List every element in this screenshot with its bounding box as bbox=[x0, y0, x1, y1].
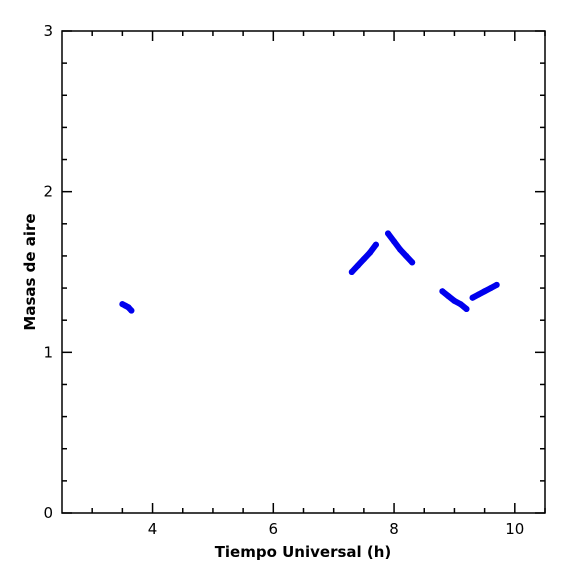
data-series bbox=[119, 230, 500, 314]
data-point bbox=[385, 230, 392, 237]
data-point bbox=[451, 297, 458, 304]
data-point bbox=[397, 246, 404, 253]
data-point bbox=[348, 269, 355, 275]
y-tick-label: 1 bbox=[43, 343, 53, 361]
data-point bbox=[354, 262, 361, 269]
data-point bbox=[372, 241, 379, 248]
tick-labels: 4 6 8 10 0 1 2 3 bbox=[43, 22, 524, 538]
data-point bbox=[475, 291, 482, 298]
axis-ticks bbox=[62, 30, 546, 514]
plot-frame bbox=[61, 30, 546, 514]
data-point bbox=[481, 288, 488, 295]
data-point bbox=[439, 288, 446, 295]
data-point bbox=[487, 285, 494, 292]
data-point bbox=[360, 256, 367, 263]
data-point bbox=[391, 238, 398, 245]
x-tick-label: 10 bbox=[505, 520, 524, 538]
y-tick-label: 2 bbox=[43, 183, 53, 201]
y-axis-label: Masas de aire bbox=[21, 213, 39, 330]
data-point bbox=[128, 307, 135, 314]
x-tick-label: 4 bbox=[148, 520, 158, 538]
x-tick-label: 8 bbox=[389, 520, 399, 538]
data-point bbox=[403, 252, 410, 259]
data-point bbox=[366, 249, 373, 256]
y-tick-label: 0 bbox=[43, 504, 53, 522]
data-point bbox=[457, 301, 464, 308]
y-tick-label: 3 bbox=[43, 22, 53, 40]
data-point bbox=[445, 293, 452, 300]
data-point bbox=[493, 281, 500, 288]
x-axis-label: Tiempo Universal (h) bbox=[215, 543, 392, 561]
x-tick-label: 6 bbox=[269, 520, 279, 538]
data-point bbox=[463, 305, 470, 312]
data-point bbox=[409, 259, 416, 266]
data-point bbox=[469, 294, 476, 301]
